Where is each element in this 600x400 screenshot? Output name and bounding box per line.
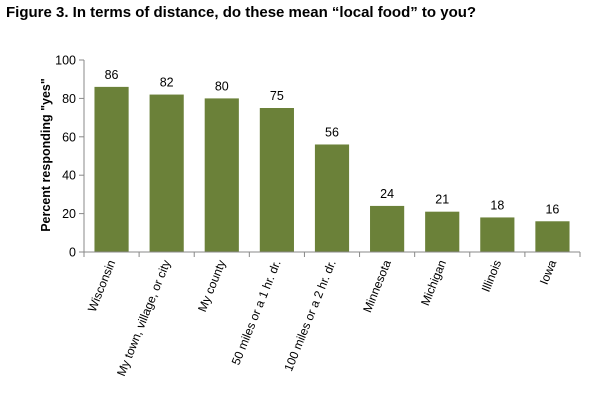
chart-title: Figure 3. In terms of distance, do these…	[6, 4, 477, 21]
data-label: 24	[380, 187, 394, 201]
data-label: 18	[490, 198, 504, 212]
bar	[535, 221, 570, 252]
y-tick-label: 0	[69, 246, 76, 260]
x-tick-label: My town, village, or city	[114, 258, 173, 378]
bar	[370, 205, 405, 252]
data-label: 75	[270, 89, 284, 103]
bar	[94, 86, 129, 252]
x-tick-label: 50 miles or a 1 hr. dr.	[229, 258, 284, 367]
data-label: 56	[325, 125, 339, 139]
bar	[259, 108, 294, 252]
x-tick-label: Iowa	[537, 258, 560, 287]
bar	[425, 211, 460, 252]
y-tick-label: 40	[62, 169, 76, 183]
data-label: 16	[545, 202, 559, 216]
x-tick-label: Wisconsin	[85, 258, 118, 314]
y-tick-label: 80	[62, 92, 76, 106]
data-label: 80	[215, 79, 229, 93]
bar	[149, 94, 184, 252]
y-tick-label: 60	[62, 130, 76, 144]
bars: 86 82 80 75 56 24 21 18 16	[94, 68, 570, 253]
bar	[480, 217, 515, 252]
x-tick-label: 100 miles or a 2 hr. dr.	[281, 258, 338, 373]
data-label: 86	[105, 68, 119, 82]
y-axis: 0 20 40 60 80 100	[55, 54, 85, 260]
bar	[314, 144, 350, 252]
x-tick-label: Illinois	[479, 258, 504, 294]
x-tick-label: My county	[195, 258, 228, 314]
y-tick-label: 100	[55, 54, 76, 68]
x-tick-label: Michigan	[418, 258, 449, 308]
x-tick-label: Minnesota	[360, 258, 394, 315]
bar	[204, 98, 239, 253]
data-label: 82	[160, 76, 174, 90]
data-label: 21	[435, 193, 449, 207]
y-axis-label: Percent responding "yes"	[39, 78, 53, 232]
y-tick-label: 20	[62, 207, 76, 221]
